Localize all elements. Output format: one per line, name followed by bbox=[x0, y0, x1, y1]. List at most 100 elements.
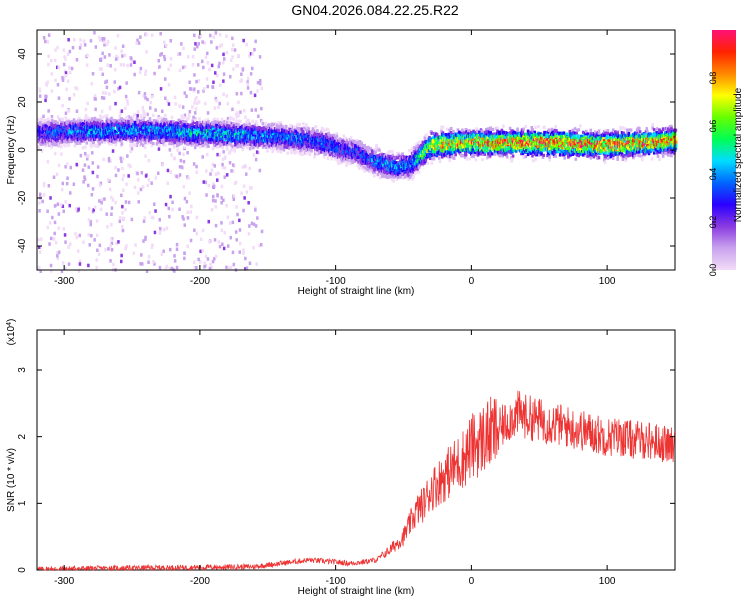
spectrogram-cell bbox=[67, 262, 71, 266]
spectrogram-cell bbox=[42, 193, 46, 197]
spectrogram-cell bbox=[68, 97, 71, 101]
spectrogram-cell bbox=[212, 194, 215, 199]
spectrogram-cell bbox=[127, 115, 131, 119]
spectrogram-cell bbox=[186, 151, 189, 155]
spectrogram-cell bbox=[95, 122, 98, 126]
spectrogram-cell bbox=[257, 134, 260, 138]
spectrogram-cell bbox=[242, 129, 245, 133]
spectrogram-cell bbox=[247, 126, 251, 130]
spectrogram-cell bbox=[160, 52, 163, 56]
spectrogram-cell bbox=[229, 235, 232, 240]
spectrogram-cell bbox=[117, 87, 120, 91]
spectrogram-cell bbox=[106, 225, 109, 229]
spectrogram-cell bbox=[133, 60, 136, 64]
spectrogram-cell bbox=[143, 92, 147, 96]
spectrogram-cell bbox=[64, 128, 68, 132]
spectrogram-cell bbox=[50, 130, 53, 134]
spectrogram-cell bbox=[214, 199, 217, 203]
spectrogram-cell bbox=[60, 123, 63, 128]
spectrogram-cell bbox=[130, 131, 133, 135]
spectrogram-cell bbox=[84, 151, 87, 156]
spectrogram-cell bbox=[162, 40, 166, 44]
spectrogram-cell bbox=[206, 152, 209, 157]
spectrogram-cell bbox=[73, 135, 77, 139]
spectrogram-cell bbox=[219, 134, 223, 138]
spectrogram-cell bbox=[267, 141, 270, 145]
spectrogram-cell bbox=[214, 71, 217, 75]
spectrogram-cell bbox=[245, 42, 248, 47]
spectrogram-cell bbox=[244, 115, 247, 119]
spectrogram-cell bbox=[169, 135, 172, 139]
spectrogram-cell bbox=[187, 142, 190, 146]
spectrogram-cell bbox=[206, 118, 210, 122]
spectrogram-cell bbox=[311, 129, 314, 133]
spectrogram-cell bbox=[240, 72, 243, 76]
spectrogram-cell bbox=[109, 118, 112, 122]
spectrogram-cell bbox=[214, 205, 218, 209]
spectrogram-cell bbox=[42, 183, 46, 188]
spectrogram-cell bbox=[220, 221, 223, 225]
spectrogram-cell bbox=[50, 72, 54, 76]
spectrogram-cell bbox=[343, 140, 347, 144]
spectrogram-cell bbox=[217, 64, 220, 69]
spectrogram-cell bbox=[217, 105, 220, 109]
spectrogram-cell bbox=[168, 120, 171, 124]
spectrogram-cell bbox=[201, 59, 204, 64]
spectrogram-cell bbox=[157, 117, 160, 121]
spectrogram-cell bbox=[94, 144, 98, 148]
spectrogram-cell bbox=[264, 141, 267, 146]
spectrogram-cell bbox=[108, 141, 112, 145]
spectrogram-cell bbox=[234, 133, 237, 137]
spectrogram-cell bbox=[93, 205, 97, 210]
spectrogram-cell bbox=[93, 133, 97, 137]
spectrogram-cell bbox=[203, 261, 206, 265]
spectrogram-cell bbox=[289, 136, 292, 140]
spectrogram-cell bbox=[293, 151, 297, 155]
spectrogram-cell bbox=[299, 149, 302, 153]
spectrogram-cell bbox=[196, 121, 199, 125]
spectrogram-cell bbox=[143, 145, 147, 149]
spectrogram-cell bbox=[218, 153, 222, 157]
spectrogram-cell bbox=[101, 115, 104, 119]
spectrogram-cell bbox=[249, 147, 252, 151]
spectrogram-cell bbox=[218, 244, 222, 249]
spectrogram-cell bbox=[201, 141, 204, 145]
spectrogram-cell bbox=[279, 150, 283, 154]
spectrogram-cell bbox=[237, 100, 240, 104]
spectrogram-cell bbox=[107, 156, 111, 161]
spectrogram-cell bbox=[56, 45, 59, 50]
spectrogram-cell bbox=[125, 132, 129, 136]
spectrogram-cell bbox=[122, 188, 125, 192]
spectrogram-cell bbox=[294, 129, 298, 133]
spectrogram-cell bbox=[44, 121, 48, 125]
spectrogram-cell bbox=[201, 132, 204, 136]
spectrogram-cell bbox=[293, 145, 296, 149]
spectrogram-cell bbox=[239, 125, 242, 130]
spectrogram-cell bbox=[209, 33, 212, 38]
spectrogram-cell bbox=[124, 94, 128, 99]
spectrogram-cell bbox=[316, 152, 319, 156]
spectrogram-cell bbox=[197, 79, 201, 83]
spectrogram-cell bbox=[181, 124, 184, 128]
spectrogram-cell bbox=[237, 144, 240, 149]
spectrogram-cell bbox=[193, 260, 196, 264]
spectrogram-cell bbox=[208, 266, 212, 271]
spectrogram-cell bbox=[56, 65, 59, 70]
spectrogram-cell bbox=[178, 118, 181, 122]
spectrogram-cell bbox=[67, 245, 70, 249]
spectrogram-cell bbox=[151, 216, 155, 220]
spectrogram-cell bbox=[231, 145, 235, 149]
spectrogram-cell bbox=[100, 140, 104, 144]
spectrogram-cell bbox=[236, 137, 239, 141]
spectrogram-cell bbox=[323, 147, 327, 151]
spectrogram-cell bbox=[305, 151, 308, 156]
spectrogram-cell bbox=[299, 152, 302, 156]
spectrogram-cell bbox=[236, 111, 239, 115]
spectrogram-cell bbox=[83, 175, 86, 179]
spectrogram-cell bbox=[138, 132, 142, 136]
spectrogram-cell bbox=[186, 244, 189, 249]
spectrogram-cell bbox=[178, 125, 181, 129]
spectrogram-cell bbox=[201, 155, 204, 159]
spectrogram-cell bbox=[225, 265, 228, 270]
